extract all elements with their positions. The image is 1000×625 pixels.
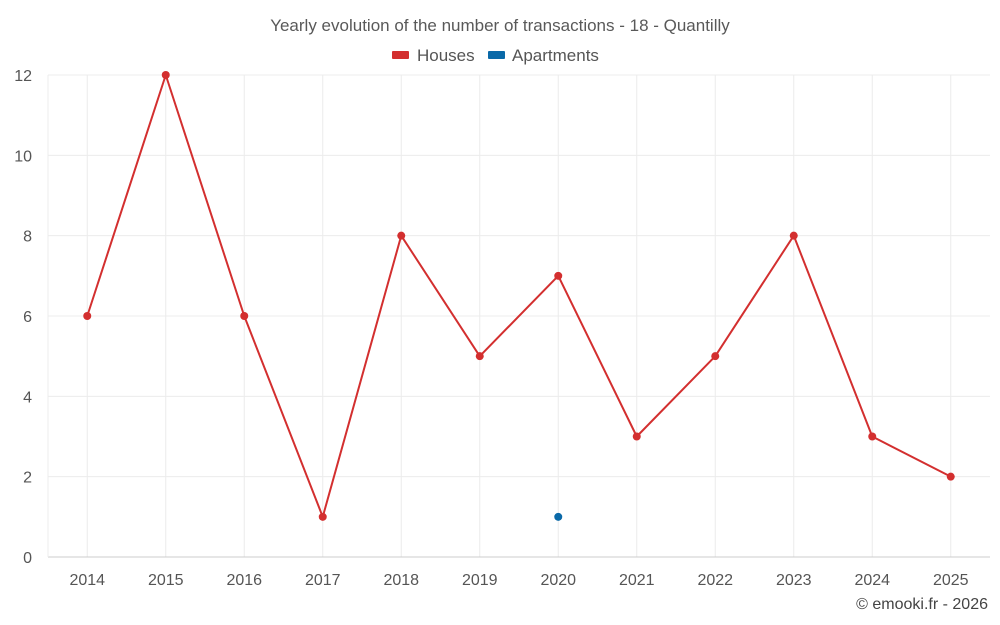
- y-tick-label: 10: [14, 148, 32, 165]
- legend-swatch-houses[interactable]: [392, 51, 409, 59]
- legend-swatch-apartments[interactable]: [488, 51, 505, 59]
- x-tick-label: 2017: [305, 572, 341, 589]
- data-point-houses[interactable]: [161, 71, 170, 79]
- y-tick-label: 6: [23, 309, 32, 326]
- grid: [47, 74, 990, 558]
- data-point-houses[interactable]: [240, 312, 249, 320]
- x-tick-label: 2023: [776, 572, 812, 589]
- data-point-houses[interactable]: [554, 271, 563, 280]
- x-tick-label: 2016: [226, 572, 262, 589]
- data-point-houses[interactable]: [318, 512, 327, 521]
- y-tick-label: 2: [23, 470, 32, 487]
- legend-label-apartments[interactable]: Apartments: [512, 46, 599, 65]
- data-point-houses[interactable]: [475, 352, 484, 361]
- data-point-houses[interactable]: [711, 352, 720, 361]
- data-point-houses[interactable]: [946, 472, 955, 481]
- data-point-houses[interactable]: [83, 312, 92, 320]
- x-tick-label: 2025: [933, 572, 969, 589]
- y-tick-label: 4: [23, 389, 32, 406]
- x-tick-label: 2022: [697, 572, 733, 589]
- x-tick-label: 2018: [383, 572, 419, 589]
- y-tick-label: 0: [23, 550, 32, 567]
- x-tick-label: 2014: [69, 572, 105, 589]
- x-axis: 2014 2015 2016 2017 2018 2019 2020 2021 2022 2023…: [69, 572, 968, 589]
- chart-title: Yearly evolution of the number of transa…: [270, 16, 730, 35]
- series-layer: [83, 71, 955, 521]
- y-tick-label: 12: [14, 68, 32, 85]
- y-tick-label: 8: [23, 229, 32, 246]
- y-axis: 0 2 4 6 8 10 12: [14, 68, 32, 567]
- credit-text: © emooki.fr - 2026: [856, 596, 988, 613]
- data-point-apartments[interactable]: [554, 512, 563, 521]
- legend-label-houses[interactable]: Houses: [417, 46, 475, 65]
- data-point-houses[interactable]: [789, 231, 798, 240]
- x-tick-label: 2021: [619, 572, 655, 589]
- data-point-houses[interactable]: [397, 231, 406, 240]
- x-tick-label: 2020: [540, 572, 576, 589]
- x-tick-label: 2024: [854, 572, 890, 589]
- x-tick-label: 2015: [148, 572, 184, 589]
- x-tick-label: 2019: [462, 572, 498, 589]
- data-point-houses[interactable]: [632, 432, 641, 441]
- data-point-houses[interactable]: [868, 432, 877, 441]
- series-line-houses: [86, 74, 952, 518]
- legend: Houses Apartments: [392, 46, 599, 65]
